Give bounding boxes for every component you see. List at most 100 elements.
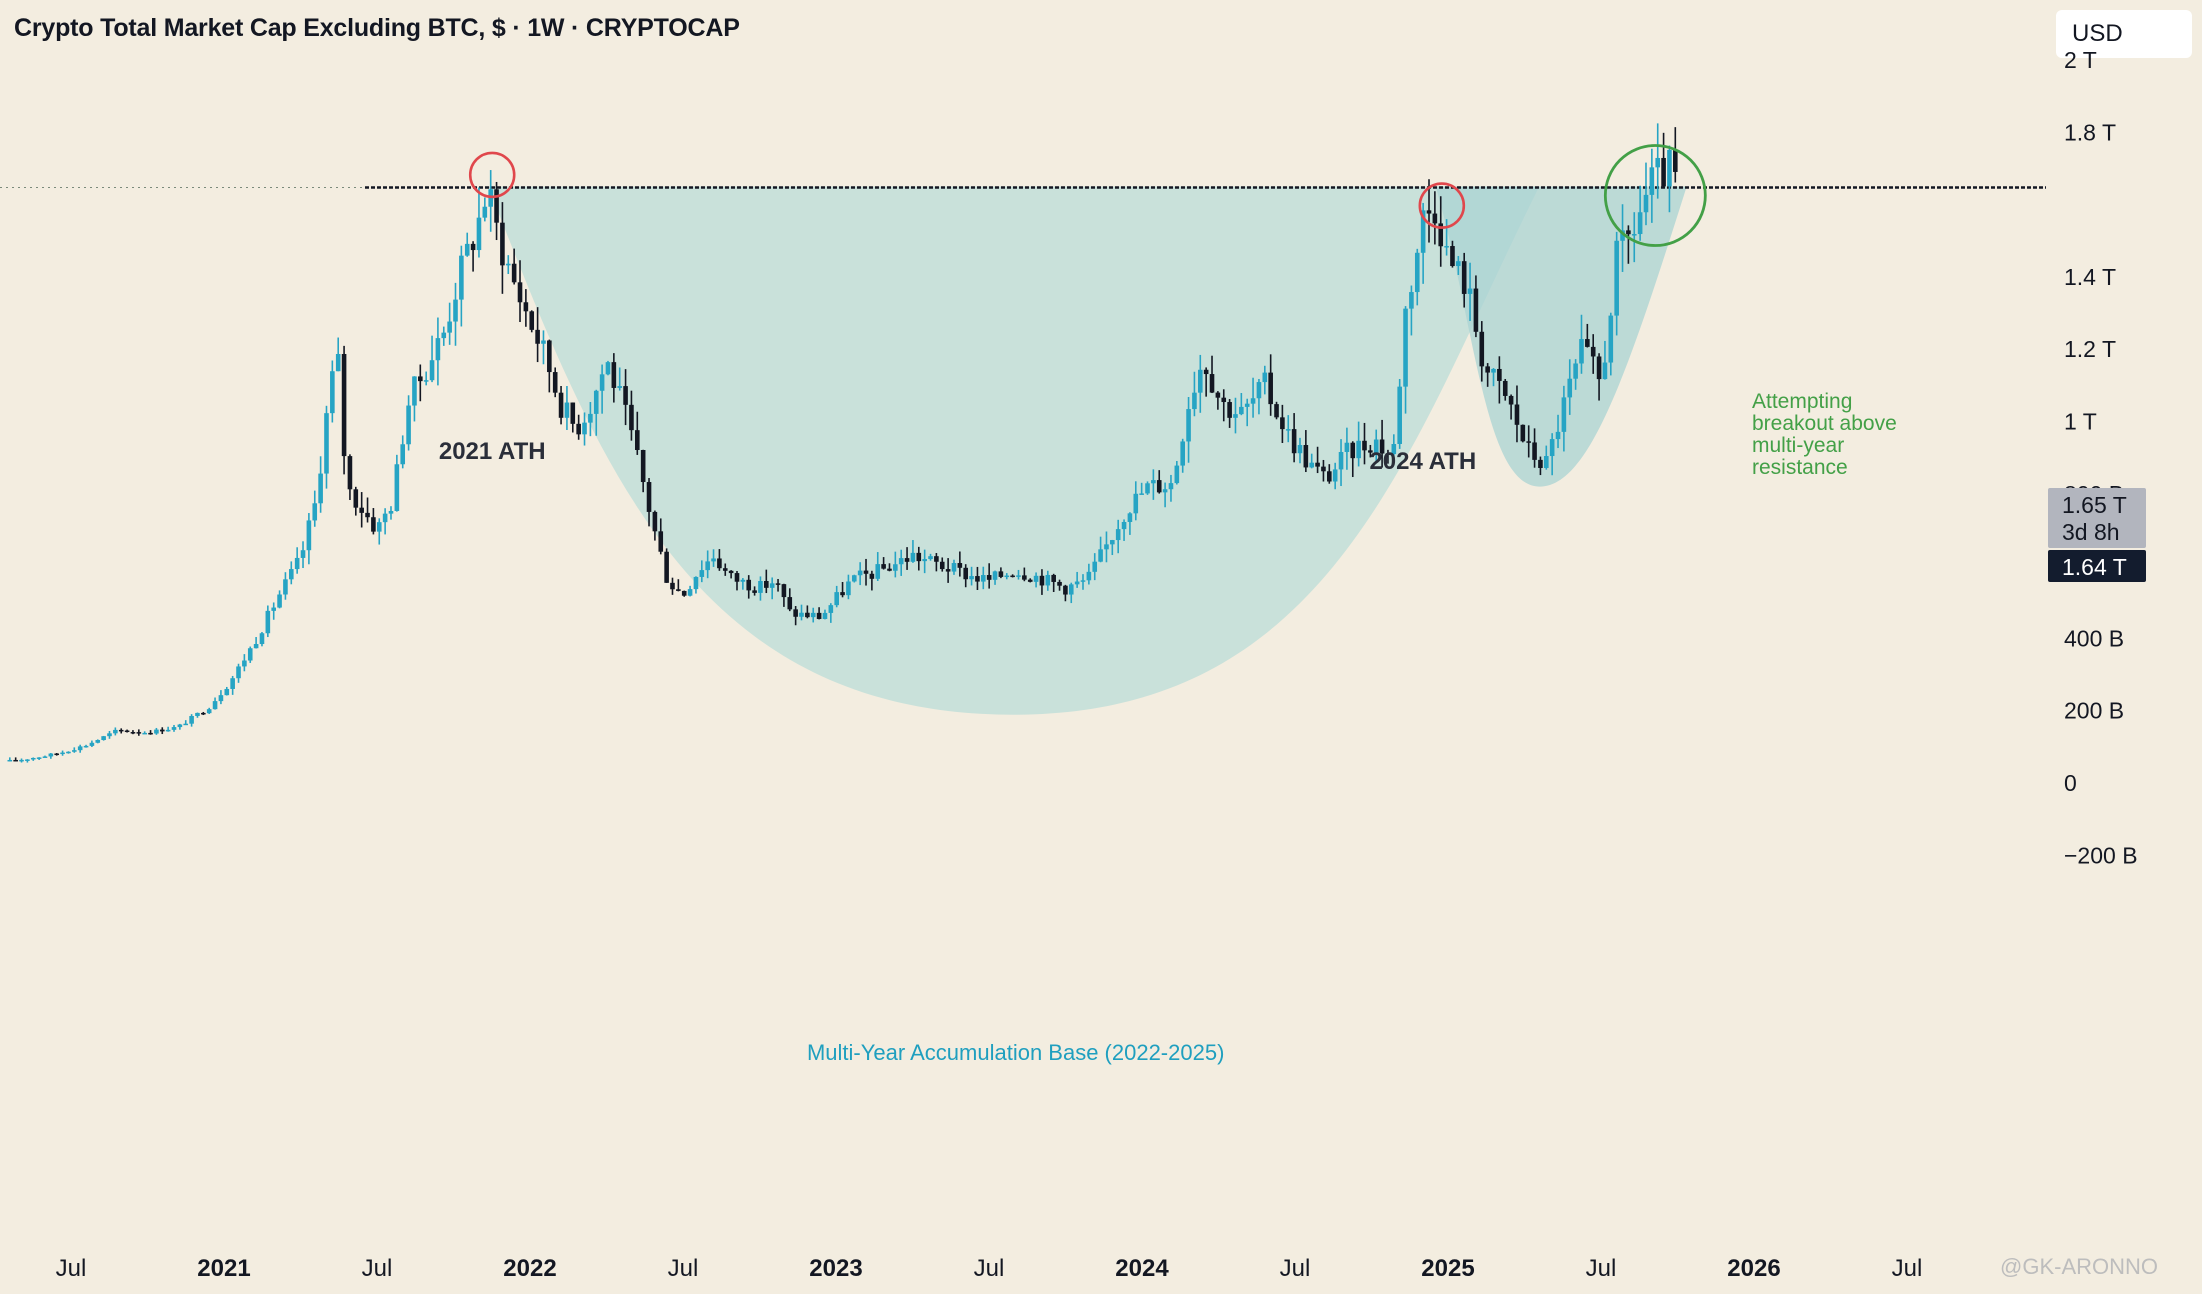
price-badges: 1.65 T3d 8h 1.64 T — [2048, 488, 2146, 582]
current-price-badge — [2048, 550, 2146, 582]
candle — [224, 686, 230, 696]
candle — [805, 605, 810, 619]
candle-body — [1080, 580, 1086, 582]
candle — [459, 245, 464, 327]
candle — [1409, 285, 1414, 336]
candle — [881, 557, 886, 570]
candle-body — [1473, 288, 1479, 332]
candle — [1145, 481, 1150, 495]
candle — [1244, 398, 1250, 427]
candle — [752, 586, 757, 596]
x-axis-ticks: Jul 2021 Jul 2022 Jul 2023 Jul 2024 Jul 2025 Jul 20… — [56, 1255, 1923, 1282]
candle-body — [25, 759, 30, 761]
candle — [699, 560, 705, 583]
candle — [113, 727, 118, 736]
candle — [1010, 574, 1015, 578]
candle-body — [1162, 489, 1168, 493]
candle — [869, 570, 875, 591]
candle-body — [898, 558, 904, 565]
candle — [969, 566, 974, 586]
candle-body — [107, 733, 112, 737]
candle-body — [230, 678, 235, 689]
candle — [300, 541, 306, 569]
candle-body — [605, 362, 611, 375]
candle — [159, 727, 165, 735]
candle — [1022, 567, 1027, 582]
candle-body — [851, 575, 857, 582]
candle-body — [341, 353, 347, 457]
candle — [1274, 401, 1279, 420]
ath-2021-label: 2021 ATH — [439, 438, 546, 465]
candle-body — [66, 751, 71, 754]
candle — [1667, 145, 1672, 213]
candle-body — [717, 558, 722, 569]
candle — [36, 757, 42, 761]
candle — [834, 585, 839, 608]
candle-body — [711, 558, 716, 562]
candle — [95, 739, 101, 744]
candle-body — [1145, 483, 1150, 494]
candle-body — [77, 746, 83, 751]
candle-body — [629, 404, 634, 431]
candle — [646, 478, 652, 527]
candle-body — [781, 584, 787, 598]
candle-body — [951, 563, 957, 572]
candle — [429, 335, 435, 383]
y-tick-label: 0 — [2064, 770, 2077, 796]
candle — [1585, 323, 1590, 348]
candle-body — [998, 571, 1004, 577]
candle-body — [734, 573, 740, 582]
candle — [1643, 162, 1649, 226]
candle-body — [171, 727, 177, 730]
candle-body — [887, 568, 892, 571]
candle — [746, 575, 752, 599]
candle-body — [253, 644, 259, 649]
candle — [1631, 212, 1637, 263]
candle — [1115, 519, 1121, 554]
candle-body — [1620, 230, 1625, 241]
candle — [206, 707, 212, 714]
candle — [359, 492, 364, 528]
candle — [1250, 377, 1256, 418]
candle-body — [1027, 579, 1033, 582]
candle-body — [816, 612, 822, 619]
candle-body — [599, 374, 605, 391]
candle-body — [1667, 149, 1672, 187]
candle-body — [1362, 440, 1367, 451]
candle-body — [875, 564, 881, 579]
candle-body — [1373, 439, 1379, 453]
candle — [998, 567, 1004, 579]
x-tick-label: 2022 — [503, 1255, 556, 1282]
candle — [230, 675, 235, 695]
candle-body — [42, 756, 48, 758]
candle-body — [365, 512, 370, 518]
x-tick-label: Jul — [974, 1255, 1005, 1282]
candle — [330, 360, 335, 423]
candle — [652, 510, 658, 541]
candle-body — [1467, 288, 1473, 294]
candle-body — [1403, 308, 1408, 387]
candle-body — [617, 386, 623, 388]
candle-body — [857, 570, 863, 576]
candle — [705, 550, 710, 579]
candle-body — [740, 579, 746, 582]
candle-body — [576, 423, 581, 435]
candle-body — [265, 610, 271, 634]
candle — [1514, 385, 1520, 443]
candle-body — [934, 556, 939, 562]
currency-selector[interactable]: USD — [2056, 10, 2192, 58]
candle-body — [1045, 574, 1051, 586]
candle — [863, 558, 869, 586]
candle — [400, 435, 406, 469]
candle-body — [1631, 234, 1637, 236]
candle-body — [593, 390, 599, 414]
candle — [30, 757, 36, 761]
candle — [441, 326, 447, 346]
candle — [130, 730, 136, 735]
candle-body — [406, 405, 411, 445]
candle — [218, 690, 224, 705]
candle — [107, 731, 112, 739]
candle — [1327, 464, 1332, 484]
candle-body — [1063, 585, 1068, 595]
